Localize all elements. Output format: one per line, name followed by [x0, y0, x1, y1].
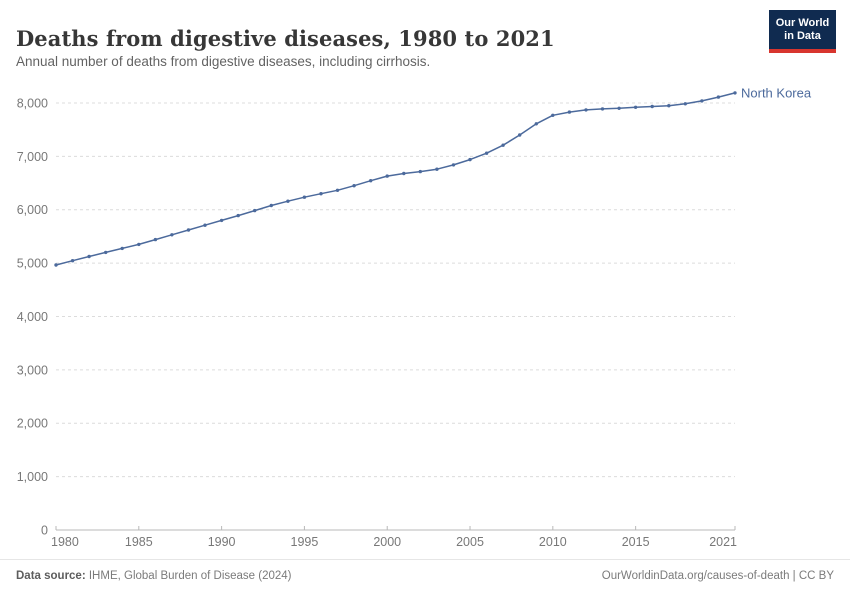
x-tick-label: 1980	[51, 535, 79, 549]
chart-subtitle: Annual number of deaths from digestive d…	[16, 54, 431, 69]
y-tick-label: 2,000	[17, 417, 48, 431]
data-point[interactable]	[534, 122, 538, 126]
data-point[interactable]	[302, 195, 307, 199]
data-point[interactable]	[120, 246, 124, 251]
entity-label[interactable]: North Korea	[741, 85, 812, 100]
owid-logo[interactable]: Our World in Data	[769, 10, 836, 53]
owid-logo-line1: Our World	[775, 16, 830, 29]
data-point[interactable]	[402, 171, 406, 176]
data-point[interactable]	[54, 263, 58, 267]
x-tick-label: 2005	[456, 535, 484, 549]
data-point[interactable]	[501, 143, 505, 147]
x-tick-label: 2000	[373, 535, 401, 549]
data-point[interactable]	[633, 105, 638, 109]
data-point[interactable]	[286, 199, 290, 203]
data-point[interactable]	[385, 174, 389, 178]
data-source-label: Data source:	[16, 570, 86, 582]
data-point[interactable]	[203, 223, 207, 227]
data-point[interactable]	[600, 107, 605, 111]
owid-logo-line2: in Data	[784, 29, 821, 42]
y-tick-label: 0	[41, 523, 48, 537]
x-tick-label: 2021	[709, 535, 737, 549]
data-source-note: Data source: IHME, Global Burden of Dise…	[16, 570, 292, 582]
trend-line[interactable]	[55, 92, 736, 266]
y-tick-label: 7,000	[17, 150, 48, 164]
data-point[interactable]	[253, 208, 257, 213]
x-tick-label: 2010	[539, 535, 567, 549]
data-point[interactable]	[451, 163, 456, 167]
data-point[interactable]	[700, 99, 704, 103]
y-tick-label: 5,000	[17, 257, 48, 271]
data-source-text: IHME, Global Burden of Disease (2024)	[85, 570, 292, 582]
owid-logo-text: Our World in Data	[769, 10, 836, 49]
x-tick-label: 1995	[291, 535, 319, 549]
data-point[interactable]	[186, 228, 191, 232]
data-point[interactable]	[667, 104, 671, 108]
y-tick-label: 8,000	[17, 96, 48, 110]
x-tick-label: 2015	[622, 535, 650, 549]
owid-url-license-link[interactable]: OurWorldinData.org/causes-of-death | CC …	[601, 570, 834, 582]
data-point[interactable]	[484, 151, 489, 155]
data-point[interactable]	[87, 254, 91, 259]
x-tick-label: 1990	[208, 535, 236, 549]
chart-title: Deaths from digestive diseases, 1980 to …	[16, 26, 555, 52]
data-point[interactable]	[219, 218, 224, 223]
data-point[interactable]	[236, 213, 240, 218]
data-point[interactable]	[269, 203, 273, 208]
data-point[interactable]	[733, 91, 737, 95]
data-point[interactable]	[435, 167, 439, 171]
y-tick-label: 3,000	[17, 363, 48, 377]
y-tick-label: 4,000	[17, 310, 48, 324]
data-point[interactable]	[551, 113, 555, 117]
data-point[interactable]	[468, 157, 472, 162]
data-point[interactable]	[617, 106, 621, 110]
data-point[interactable]	[104, 250, 108, 255]
data-point[interactable]	[716, 95, 721, 99]
data-point[interactable]	[70, 259, 75, 263]
data-point[interactable]	[170, 233, 174, 237]
data-point[interactable]	[369, 179, 373, 183]
data-point[interactable]	[418, 169, 422, 174]
data-point[interactable]	[335, 188, 340, 192]
x-tick-label: 1985	[125, 535, 153, 549]
data-point[interactable]	[584, 108, 588, 112]
data-point[interactable]	[650, 104, 654, 109]
y-tick-label: 6,000	[17, 203, 48, 217]
data-point[interactable]	[153, 237, 158, 242]
chart-footer: Data source: IHME, Global Burden of Dise…	[0, 559, 850, 582]
data-point[interactable]	[683, 102, 687, 106]
data-point[interactable]	[567, 110, 572, 114]
data-point[interactable]	[137, 242, 141, 247]
chart-svg: 0 1,000 2,000 3,000 4,000 5,000 6,000 7,000 8,00…	[17, 85, 812, 549]
y-tick-label: 1,000	[17, 470, 48, 484]
data-point[interactable]	[319, 192, 323, 196]
data-point[interactable]	[352, 184, 356, 188]
data-point[interactable]	[518, 133, 522, 137]
owid-logo-red-bar	[769, 49, 836, 53]
